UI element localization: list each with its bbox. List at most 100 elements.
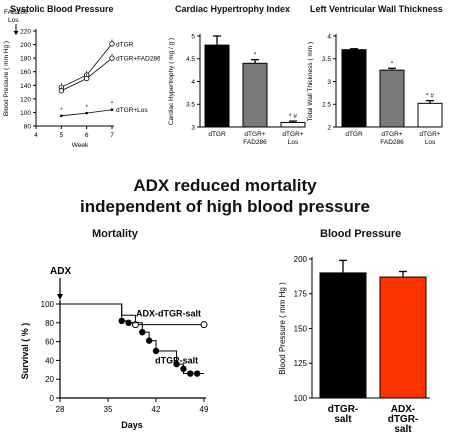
title-lv-wall-thickness: Left Ventricular Wall Thickness: [310, 4, 443, 14]
significance-mark: *: [60, 108, 63, 114]
data-point: [145, 337, 153, 344]
series-label: ADX-dTGR-salt: [136, 309, 201, 319]
category-label: dTGR+: [244, 131, 265, 138]
bar: [319, 272, 367, 399]
y-axis-label: Blood Pressure ( mm Hg ): [278, 282, 287, 375]
x-tick-label: 7: [110, 132, 114, 139]
category-label: salt: [394, 424, 412, 435]
data-point: [118, 317, 125, 325]
y-tick-label: 4: [327, 33, 331, 40]
title-systolic-bp: Systolic Blood Pressure: [10, 4, 114, 14]
y-tick-label: 3: [327, 79, 331, 86]
bar: [417, 102, 443, 128]
data-point: [110, 108, 114, 112]
title-mortality: Mortality: [92, 228, 138, 240]
y-tick-label: 220: [20, 29, 31, 36]
data-point: [193, 370, 201, 377]
significance-mark: *: [85, 105, 88, 111]
significance-mark: * #: [289, 113, 297, 120]
bar: [341, 49, 367, 128]
x-tick-label: 35: [104, 405, 113, 414]
y-tick-label: 150: [294, 324, 308, 333]
data-point: [139, 329, 146, 336]
y-tick-label: 80: [45, 319, 54, 328]
data-point: [152, 347, 160, 355]
y-tick-label: 120: [20, 96, 31, 103]
data-point: [187, 370, 194, 377]
chart-blood-pressure-bars: 100 125 150 175 200 Blood Pressure ( mm Hg ) d…: [278, 255, 430, 435]
y-axis-label: Survival ( % ): [20, 323, 30, 380]
data-point: [200, 321, 208, 329]
data-point: [109, 41, 115, 47]
y-tick-label: 3.5: [186, 102, 195, 109]
significance-mark: *: [391, 60, 394, 67]
event-label: ADX: [50, 266, 71, 277]
category-label: dTGR+: [381, 131, 402, 138]
series-label: dTGR+Los: [116, 107, 148, 114]
category-label: Los: [425, 139, 436, 146]
y-axis-label: Cardiac Hypertrophy ( mg / g ): [168, 38, 175, 125]
chart-cardiac-hypertrophy: 3 3.5 4 4.5 5 Cardiac Hypertrophy ( mg / g ) d…: [168, 33, 306, 146]
y-tick-label: 80: [24, 124, 32, 131]
chart-systolic-bp: 80 100 120 140 160 180 200 220 4 5 6 7 Week Blood Pre…: [3, 9, 160, 149]
category-label: dTGR-: [328, 404, 359, 415]
x-tick-label: 49: [200, 405, 209, 414]
data-point: [58, 88, 65, 94]
category-label: dTGR: [208, 131, 226, 138]
category-label: FAD286: [380, 139, 404, 146]
y-tick-label: 175: [294, 290, 308, 299]
data-point: [180, 365, 187, 373]
category-label: dTGR+: [282, 131, 303, 138]
data-point: [60, 114, 63, 118]
y-tick-label: 200: [294, 255, 308, 264]
y-tick-label: 3: [191, 124, 195, 131]
y-tick-label: 20: [45, 375, 54, 384]
significance-mark: *: [111, 102, 114, 108]
data-point: [173, 360, 180, 368]
data-point: [109, 55, 115, 61]
treatment-arrow-head: [13, 31, 19, 35]
category-label: ADX-: [391, 404, 415, 415]
headline-line1: ADX reduced mortality: [133, 176, 317, 195]
y-tick-label: 180: [20, 56, 31, 63]
y-axis-label: Total Wall Thickness ( mm ): [307, 42, 314, 121]
series-label: dTGR: [116, 41, 134, 48]
y-tick-label: 4: [191, 79, 195, 86]
y-tick-label: 100: [294, 394, 308, 403]
y-tick-label: 140: [20, 83, 31, 90]
event-arrow-head: [57, 294, 63, 300]
bar: [280, 121, 306, 128]
treatment-label: FAD286: [4, 9, 28, 16]
bar: [204, 44, 230, 128]
category-label: Los: [288, 139, 299, 146]
survival-curve: [60, 303, 204, 375]
headline-line2: independent of high blood pressure: [80, 197, 370, 216]
chart-mortality: 0 20 40 60 80 100 28 35 42 49 Days Survival ( % ) AD…: [20, 266, 209, 430]
x-tick-label: 4: [34, 132, 38, 139]
y-tick-label: 60: [45, 338, 54, 347]
category-label: dTGR: [345, 131, 363, 138]
title-blood-pressure: Blood Pressure: [320, 228, 402, 240]
category-label: FAD286: [243, 139, 267, 146]
x-tick-label: 28: [56, 405, 65, 414]
significance-mark: * #: [426, 93, 434, 100]
series-label: dTGR+FAD286: [116, 56, 160, 63]
significance-mark: *: [254, 52, 257, 59]
chart-lv-wall-thickness: 2 2.5 3 3.5 4 Total Wall Thickness ( mm ) dTGR…: [307, 33, 443, 146]
x-tick-label: 5: [60, 132, 64, 139]
data-point: [83, 75, 90, 82]
y-tick-label: 5: [191, 33, 195, 40]
y-tick-label: 100: [20, 110, 31, 117]
title-cardiac-hypertrophy: Cardiac Hypertrophy Index: [175, 4, 291, 14]
x-tick-label: 42: [152, 405, 161, 414]
y-tick-label: 0: [50, 394, 55, 403]
y-tick-label: 2.5: [322, 102, 331, 109]
y-tick-label: 4.5: [186, 56, 195, 63]
y-tick-label: 100: [41, 300, 55, 309]
x-axis-label: Days: [121, 420, 143, 430]
y-tick-label: 160: [20, 69, 31, 76]
treatment-label: Los: [8, 17, 19, 24]
y-tick-label: 2: [327, 124, 331, 131]
category-label: dTGR+: [419, 131, 440, 138]
bar: [242, 62, 268, 128]
